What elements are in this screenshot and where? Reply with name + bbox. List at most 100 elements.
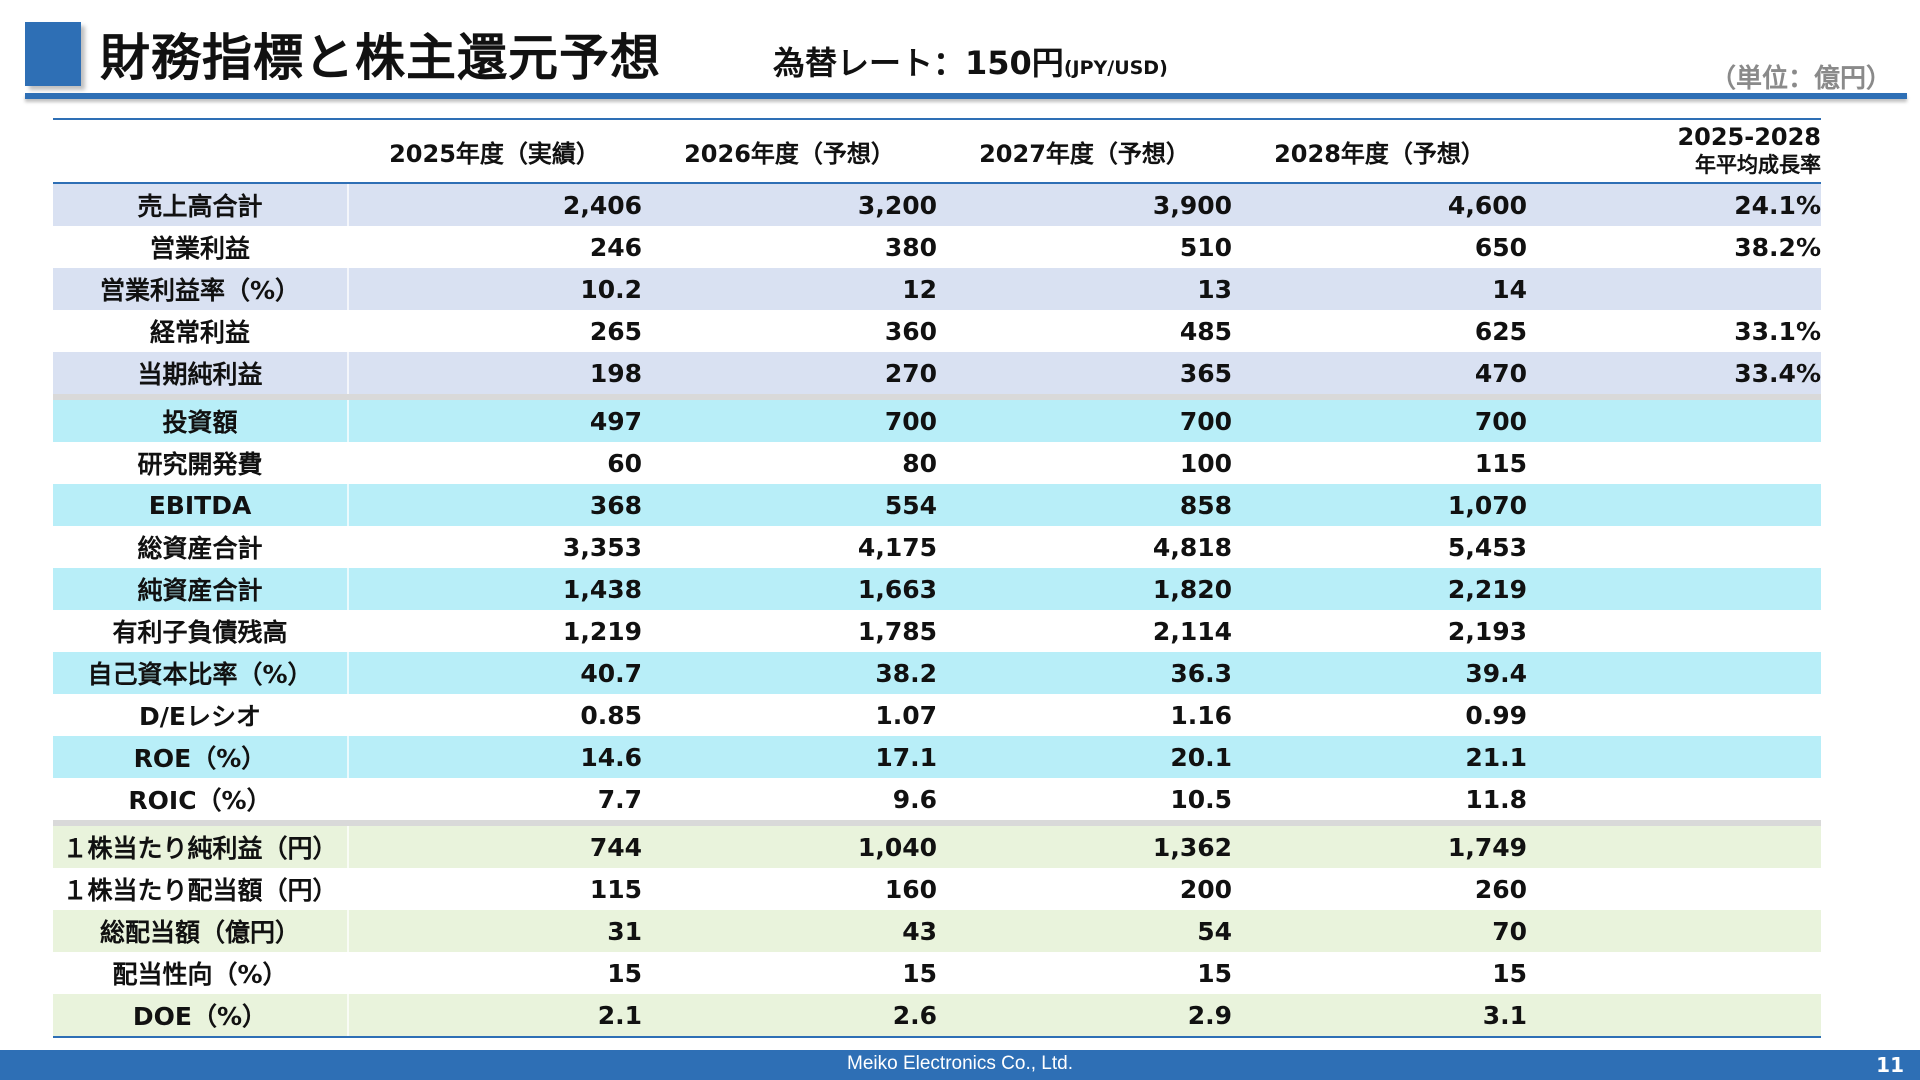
value-cell: 15 — [1197, 958, 1232, 988]
exchange-rate-unit: (JPY/USD) — [1063, 57, 1168, 79]
value-cell: 365 — [1179, 358, 1232, 388]
table-row: 当期純利益 198 270 365 470 33.4% — [53, 352, 1821, 394]
label-divider — [347, 826, 349, 868]
value-cell: 54 — [1197, 916, 1232, 946]
label-divider — [347, 226, 349, 268]
value-cell: 115 — [589, 874, 642, 904]
value-cell: 1.07 — [875, 700, 937, 730]
value-cell: 485 — [1179, 316, 1232, 346]
value-cell: 1,070 — [1447, 490, 1527, 520]
table-row: 投資額 497 700 700 700 — [53, 400, 1821, 442]
value-cell: 4,175 — [857, 532, 937, 562]
value-cell: 14.6 — [580, 742, 642, 772]
value-cell: 5,453 — [1447, 532, 1527, 562]
column-header: 2026年度（予想） — [684, 139, 895, 168]
value-cell: 2.6 — [892, 1000, 937, 1030]
label-divider — [347, 268, 349, 310]
value-cell: 11.8 — [1465, 784, 1527, 814]
label-divider — [347, 484, 349, 526]
value-cell: 15 — [607, 958, 642, 988]
value-cell: 265 — [589, 316, 642, 346]
value-cell: 2.1 — [597, 1000, 642, 1030]
label-divider — [347, 694, 349, 736]
label-divider — [347, 652, 349, 694]
value-cell: 625 — [1474, 316, 1527, 346]
row-label: DOE（%） — [132, 1002, 268, 1031]
value-cell: 115 — [1474, 448, 1527, 478]
label-divider — [347, 994, 349, 1036]
value-cell: 260 — [1474, 874, 1527, 904]
value-cell: 198 — [589, 358, 642, 388]
row-label: 純資産合計 — [137, 576, 263, 605]
value-cell: 1,219 — [562, 616, 642, 646]
row-label: 売上高合計 — [137, 192, 263, 221]
label-divider — [347, 952, 349, 994]
value-cell: 200 — [1179, 874, 1232, 904]
table-row: 配当性向（%） 15 15 15 15 — [53, 952, 1821, 994]
value-cell: 15 — [902, 958, 937, 988]
value-cell: 380 — [884, 232, 937, 262]
row-label: 有利子負債残高 — [112, 618, 288, 647]
label-divider — [347, 526, 349, 568]
value-cell: 497 — [589, 406, 642, 436]
value-cell: 1,820 — [1152, 574, 1232, 604]
value-cell: 700 — [884, 406, 937, 436]
group-separator — [53, 394, 1821, 400]
value-cell: 70 — [1492, 916, 1527, 946]
label-divider — [347, 310, 349, 352]
label-divider — [347, 442, 349, 484]
value-cell: 4,600 — [1447, 190, 1527, 220]
value-cell: 15 — [1492, 958, 1527, 988]
exchange-rate: 為替レート：150円(JPY/USD) — [773, 38, 1168, 84]
value-cell: 3,200 — [857, 190, 937, 220]
value-cell: 3.1 — [1482, 1000, 1527, 1030]
label-divider — [347, 568, 349, 610]
value-cell: 1,663 — [857, 574, 937, 604]
value-cell: 0.85 — [580, 700, 642, 730]
row-label: 自己資本比率（%） — [87, 660, 313, 689]
label-divider — [347, 778, 349, 820]
value-cell: 510 — [1179, 232, 1232, 262]
value-cell: 21.1 — [1465, 742, 1527, 772]
value-cell: 3,900 — [1152, 190, 1232, 220]
cagr-cell: 33.1% — [1734, 316, 1821, 346]
value-cell: 700 — [1474, 406, 1527, 436]
value-cell: 2,406 — [562, 190, 642, 220]
value-cell: 9.6 — [892, 784, 937, 814]
label-divider — [347, 610, 349, 652]
table-row: EBITDA 368 554 858 1,070 — [53, 484, 1821, 526]
table-row: １株当たり純利益（円） 744 1,040 1,362 1,749 — [53, 826, 1821, 868]
value-cell: 100 — [1179, 448, 1232, 478]
value-cell: 2,114 — [1152, 616, 1232, 646]
label-divider — [347, 352, 349, 394]
value-cell: 554 — [884, 490, 937, 520]
table-row: １株当たり配当額（円） 115 160 200 260 — [53, 868, 1821, 910]
value-cell: 1,362 — [1152, 832, 1232, 862]
table-row: 研究開発費 60 80 100 115 — [53, 442, 1821, 484]
group-separator — [53, 820, 1821, 826]
page-title: 財務指標と株主還元予想 — [100, 29, 661, 87]
table-row: 自己資本比率（%） 40.7 38.2 36.3 39.4 — [53, 652, 1821, 694]
value-cell: 0.99 — [1465, 700, 1527, 730]
value-cell: 360 — [884, 316, 937, 346]
value-cell: 2,219 — [1447, 574, 1527, 604]
value-cell: 3,353 — [562, 532, 642, 562]
value-cell: 17.1 — [875, 742, 937, 772]
value-cell: 40.7 — [580, 658, 642, 688]
value-cell: 14 — [1492, 274, 1527, 304]
table-row: DOE（%） 2.1 2.6 2.9 3.1 — [53, 994, 1821, 1036]
value-cell: 650 — [1474, 232, 1527, 262]
row-label: 投資額 — [162, 408, 238, 437]
row-label: D/Eレシオ — [139, 702, 261, 731]
label-divider — [347, 910, 349, 952]
value-cell: 1,785 — [857, 616, 937, 646]
table-row: 営業利益 246 380 510 650 38.2% — [53, 226, 1821, 268]
value-cell: 4,818 — [1152, 532, 1232, 562]
value-cell: 270 — [884, 358, 937, 388]
value-cell: 10.2 — [580, 274, 642, 304]
label-divider — [347, 868, 349, 910]
row-label: 営業利益率（%） — [99, 276, 301, 305]
row-label: 配当性向（%） — [112, 960, 288, 989]
value-cell: 1,749 — [1447, 832, 1527, 862]
value-cell: 470 — [1474, 358, 1527, 388]
